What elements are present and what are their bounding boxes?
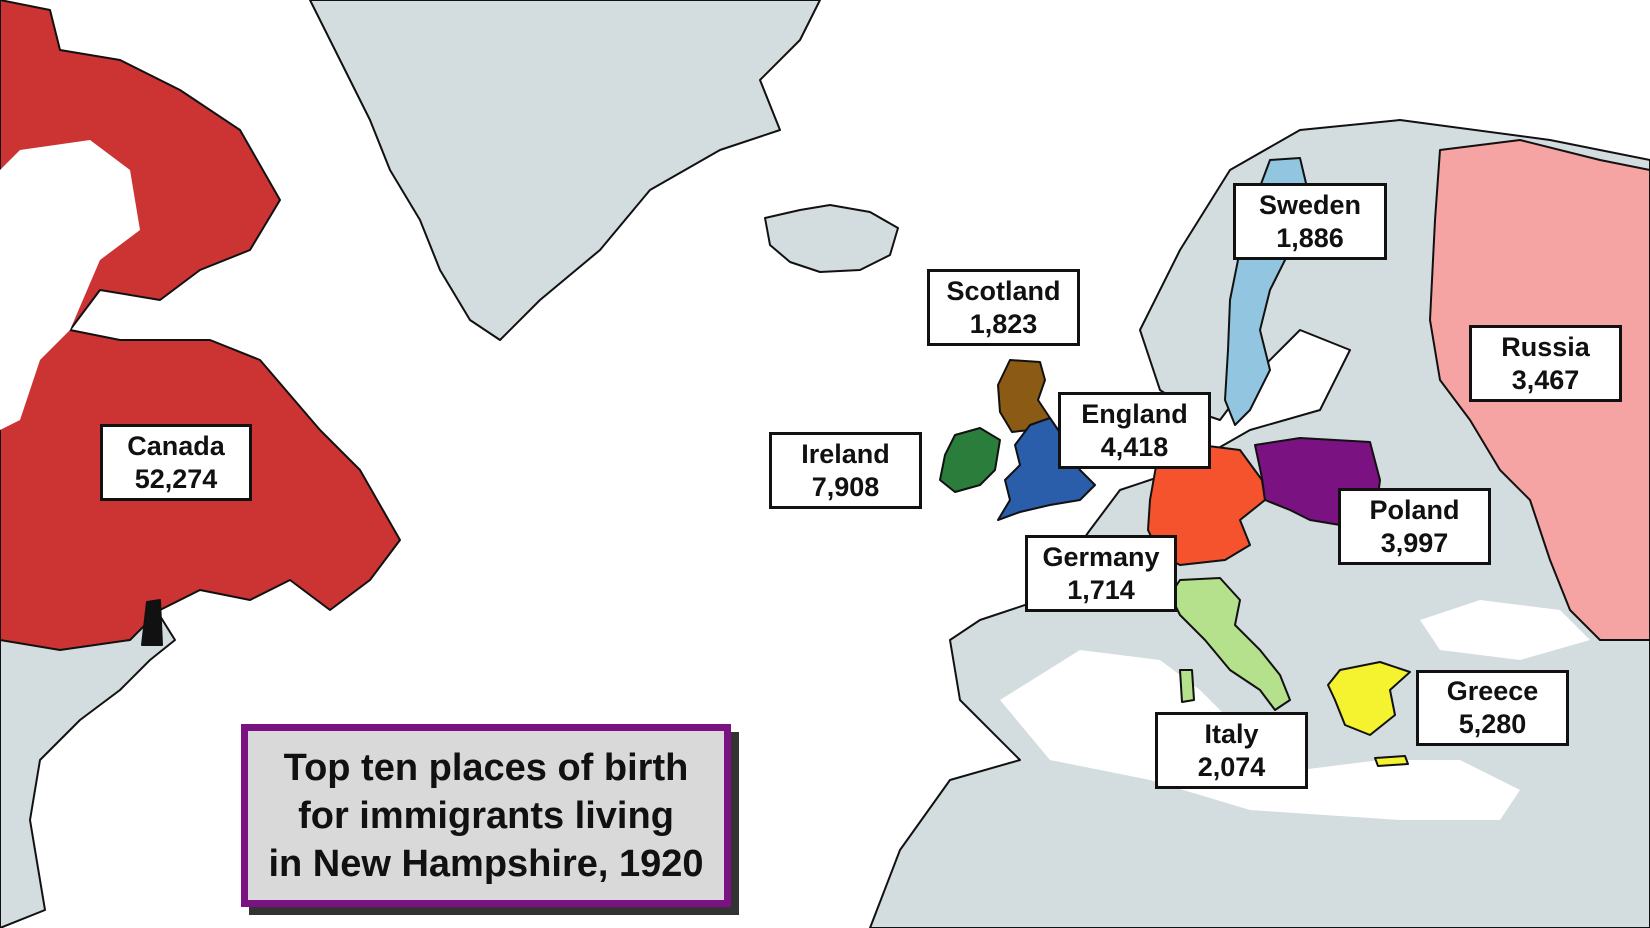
place-name: England <box>1081 398 1188 429</box>
place-count: 3,467 <box>1511 364 1580 395</box>
germany-shape <box>1147 444 1266 566</box>
label-england: England 4,418 <box>1058 392 1211 469</box>
greenland <box>309 0 821 341</box>
united-states <box>0 599 176 928</box>
place-name: Italy <box>1204 718 1259 749</box>
place-name: Poland <box>1369 494 1460 525</box>
ireland-shape <box>939 427 1001 493</box>
place-count: 4,418 <box>1100 431 1169 462</box>
greece-shape <box>1327 661 1411 736</box>
label-canada: Canada 52,274 <box>100 424 252 501</box>
hudson-bay <box>0 140 140 430</box>
place-name: Ireland <box>801 438 890 469</box>
place-count: 3,997 <box>1380 527 1449 558</box>
place-count: 1,823 <box>969 308 1038 339</box>
place-count: 5,280 <box>1458 709 1527 739</box>
label-sweden: Sweden 1,886 <box>1233 183 1387 260</box>
place-count: 2,074 <box>1197 751 1266 782</box>
iceland <box>764 204 899 273</box>
place-name: Canada <box>127 430 225 461</box>
mediterranean-sea <box>1000 650 1520 820</box>
black-sea <box>1420 600 1590 660</box>
place-name: Greece <box>1446 676 1539 706</box>
label-ireland: Ireland 7,908 <box>769 432 922 509</box>
crete-shape <box>1374 755 1409 767</box>
map-title: Top ten places of birth for immigrants l… <box>268 746 704 885</box>
place-name: Russia <box>1501 331 1590 362</box>
label-italy: Italy 2,074 <box>1155 712 1308 789</box>
label-germany: Germany 1,714 <box>1025 535 1177 612</box>
new-hampshire-shape <box>141 599 163 646</box>
label-russia: Russia 3,467 <box>1469 325 1622 402</box>
place-name: Scotland <box>946 275 1061 306</box>
place-count: 7,908 <box>811 471 880 502</box>
place-count: 52,274 <box>134 463 218 494</box>
place-name: Germany <box>1042 541 1160 572</box>
place-name: Sweden <box>1258 189 1362 220</box>
title-box: Top ten places of birth for immigrants l… <box>241 724 731 907</box>
label-greece: Greece 5,280 <box>1416 670 1569 746</box>
sardinia-shape <box>1179 669 1195 703</box>
label-poland: Poland 3,997 <box>1338 488 1491 565</box>
label-scotland: Scotland 1,823 <box>927 269 1080 346</box>
place-count: 1,886 <box>1276 222 1344 253</box>
italy-shape <box>1169 577 1291 711</box>
place-count: 1,714 <box>1067 574 1135 605</box>
